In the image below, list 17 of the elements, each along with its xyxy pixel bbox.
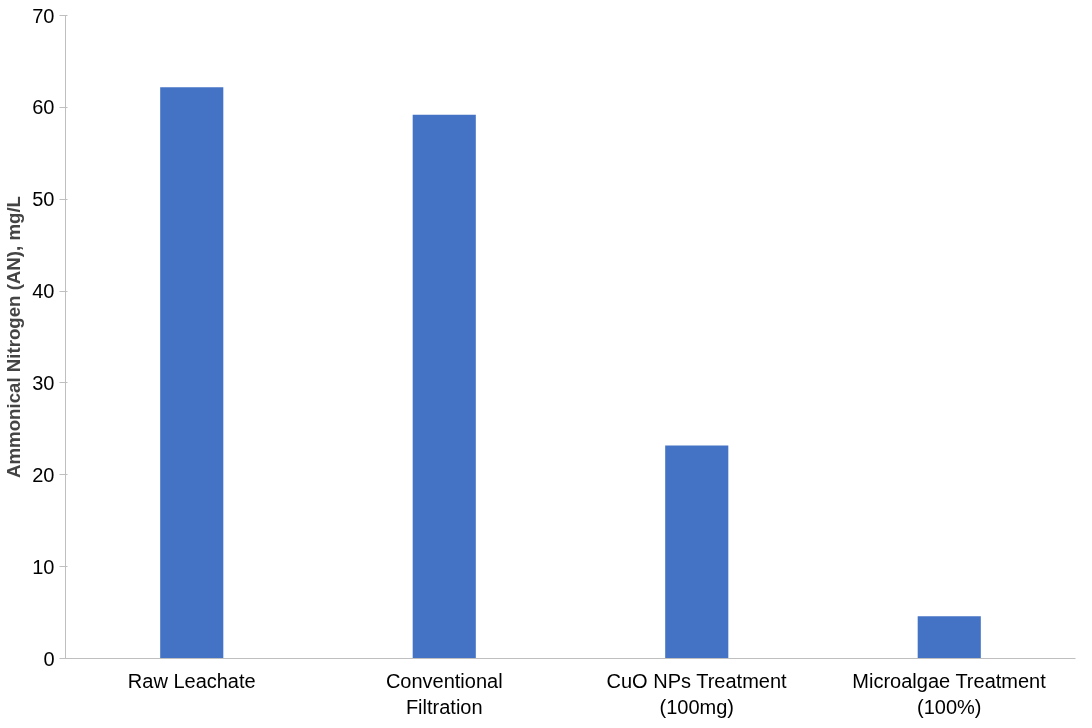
bar — [412, 114, 476, 659]
y-tick-label: 30 — [32, 371, 55, 394]
bar — [665, 445, 729, 659]
y-tick-label: 10 — [32, 555, 55, 578]
y-tick-label: 0 — [43, 647, 55, 670]
y-tick-label: 70 — [32, 4, 55, 27]
y-axis-title: Ammonical Nitrogen (AN), mg/L — [3, 196, 25, 478]
y-tick-label: 40 — [32, 280, 55, 303]
x-tick-label: CuO NPs Treatment (100mg) — [606, 669, 788, 718]
y-tick-label: 60 — [32, 96, 55, 119]
y-tick-label: 50 — [32, 188, 55, 211]
x-tick-label: Raw Leachate — [127, 669, 256, 692]
x-tick-label: Microalgae Treatment (100%) — [852, 669, 1047, 718]
bar — [160, 87, 224, 659]
y-tick-label: 20 — [32, 463, 55, 486]
x-tick-label: Conventional Filtration — [385, 669, 503, 718]
bar — [917, 616, 981, 659]
